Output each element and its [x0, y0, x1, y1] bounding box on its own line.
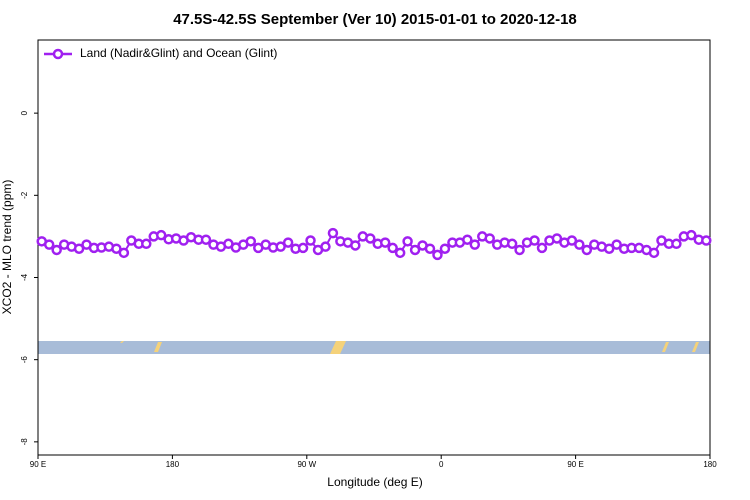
y-tick-label: -6 — [20, 356, 29, 364]
y-tick-label: 0 — [20, 110, 29, 115]
land-patch — [692, 342, 699, 352]
x-axis-label: Longitude (deg E) — [327, 475, 422, 489]
data-point — [581, 244, 593, 256]
data-point — [200, 234, 212, 245]
data-point — [379, 237, 391, 248]
data-point — [350, 240, 361, 251]
surface-band — [38, 341, 710, 354]
land-patch — [154, 342, 162, 352]
land-patch — [662, 342, 669, 352]
y-tick-label: -2 — [20, 191, 29, 199]
x-tick-label: 0 — [439, 460, 444, 469]
data-point — [155, 229, 167, 241]
data-point — [387, 242, 398, 254]
chart-title: 47.5S-42.5S September (Ver 10) 2015-01-0… — [173, 11, 577, 28]
legend-label: Land (Nadir&Glint) and Ocean (Glint) — [80, 46, 277, 60]
ocean-band — [38, 341, 710, 354]
data-point — [439, 243, 451, 254]
data-point — [469, 239, 481, 250]
plot-frame — [37, 39, 711, 456]
data-point — [671, 238, 682, 250]
data-point — [73, 243, 85, 254]
data-point — [51, 244, 62, 256]
data-point — [282, 237, 294, 248]
data-point — [484, 233, 495, 244]
data-point — [43, 239, 55, 250]
data-point — [432, 249, 443, 261]
data-point — [305, 235, 316, 246]
data-point — [424, 243, 436, 254]
data-point — [245, 236, 257, 247]
data-point — [275, 241, 286, 252]
data-point — [320, 241, 331, 252]
data-point — [297, 242, 309, 254]
data-point — [551, 233, 563, 244]
data-point — [462, 234, 473, 245]
land-patch — [120, 341, 124, 343]
y-tick-label: -8 — [20, 438, 29, 446]
y-axis-label: XCO2 - MLO trend (ppm) — [0, 180, 14, 315]
data-point — [529, 235, 540, 246]
land-patch — [330, 341, 346, 354]
x-tick-label: 90 E — [567, 460, 583, 469]
data-point — [536, 242, 548, 254]
y-tick-label: -4 — [20, 273, 29, 281]
data-point — [611, 239, 622, 250]
data-point — [686, 229, 697, 241]
data-point — [648, 247, 660, 259]
x-tick-label: 90 E — [30, 460, 46, 469]
data-point — [365, 233, 376, 244]
data-point — [603, 243, 615, 254]
data-point — [111, 243, 122, 254]
x-tick-label: 180 — [703, 460, 717, 469]
x-tick-label: 90 W — [297, 460, 316, 469]
legend-marker — [52, 48, 64, 60]
data-point — [394, 247, 406, 259]
data-point — [118, 247, 130, 259]
data-point — [506, 238, 518, 250]
data-point — [574, 239, 585, 250]
data-point — [701, 235, 712, 246]
data-point — [327, 227, 339, 239]
x-tick-label: 180 — [166, 460, 180, 469]
data-point — [514, 244, 525, 256]
data-point — [402, 236, 413, 247]
data-point — [409, 244, 421, 256]
data-point — [141, 238, 152, 250]
data-point — [566, 235, 578, 246]
